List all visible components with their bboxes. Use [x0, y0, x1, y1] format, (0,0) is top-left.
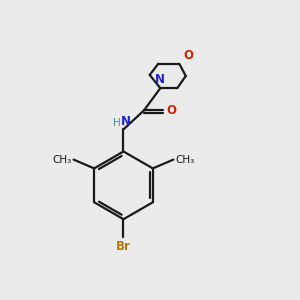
Text: CH₃: CH₃	[176, 154, 195, 165]
Text: O: O	[167, 104, 177, 117]
Text: N: N	[155, 73, 165, 86]
Text: CH₃: CH₃	[52, 154, 71, 165]
Text: Br: Br	[116, 240, 131, 253]
Text: H: H	[113, 118, 121, 128]
Text: O: O	[183, 49, 193, 62]
Text: N: N	[121, 115, 131, 128]
